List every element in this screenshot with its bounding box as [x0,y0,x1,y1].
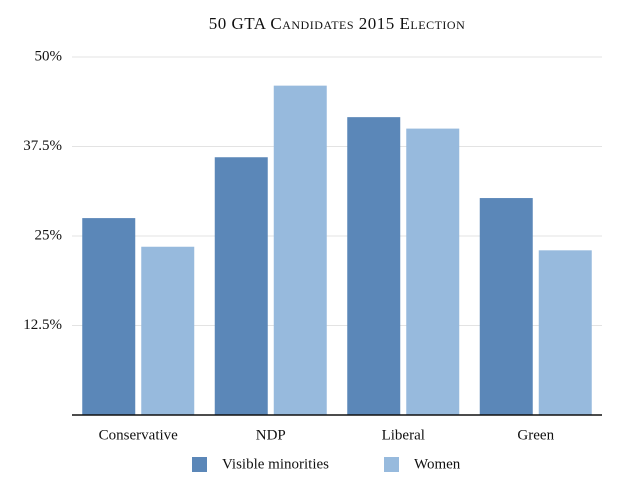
y-tick-label: 12.5% [23,317,62,333]
bar [273,85,327,415]
legend-label: Women [414,456,461,472]
bar [214,157,268,416]
bar [479,198,533,415]
bar [406,128,460,415]
x-tick-label: NDP [256,427,286,443]
y-tick-label: 50% [35,48,63,64]
legend-swatch [192,457,207,472]
x-tick-label: Conservative [99,427,178,443]
chart-title: 50 GTA Candidates 2015 Election [209,14,466,33]
bar [538,250,592,415]
bar [82,218,136,415]
y-tick-label: 37.5% [23,138,62,154]
bar [141,246,195,415]
x-tick-label: Liberal [382,427,425,443]
x-tick-label: Green [517,427,554,443]
bar [347,117,401,416]
legend-swatch [384,457,399,472]
legend-label: Visible minorities [222,456,329,472]
y-tick-label: 25% [35,227,63,243]
